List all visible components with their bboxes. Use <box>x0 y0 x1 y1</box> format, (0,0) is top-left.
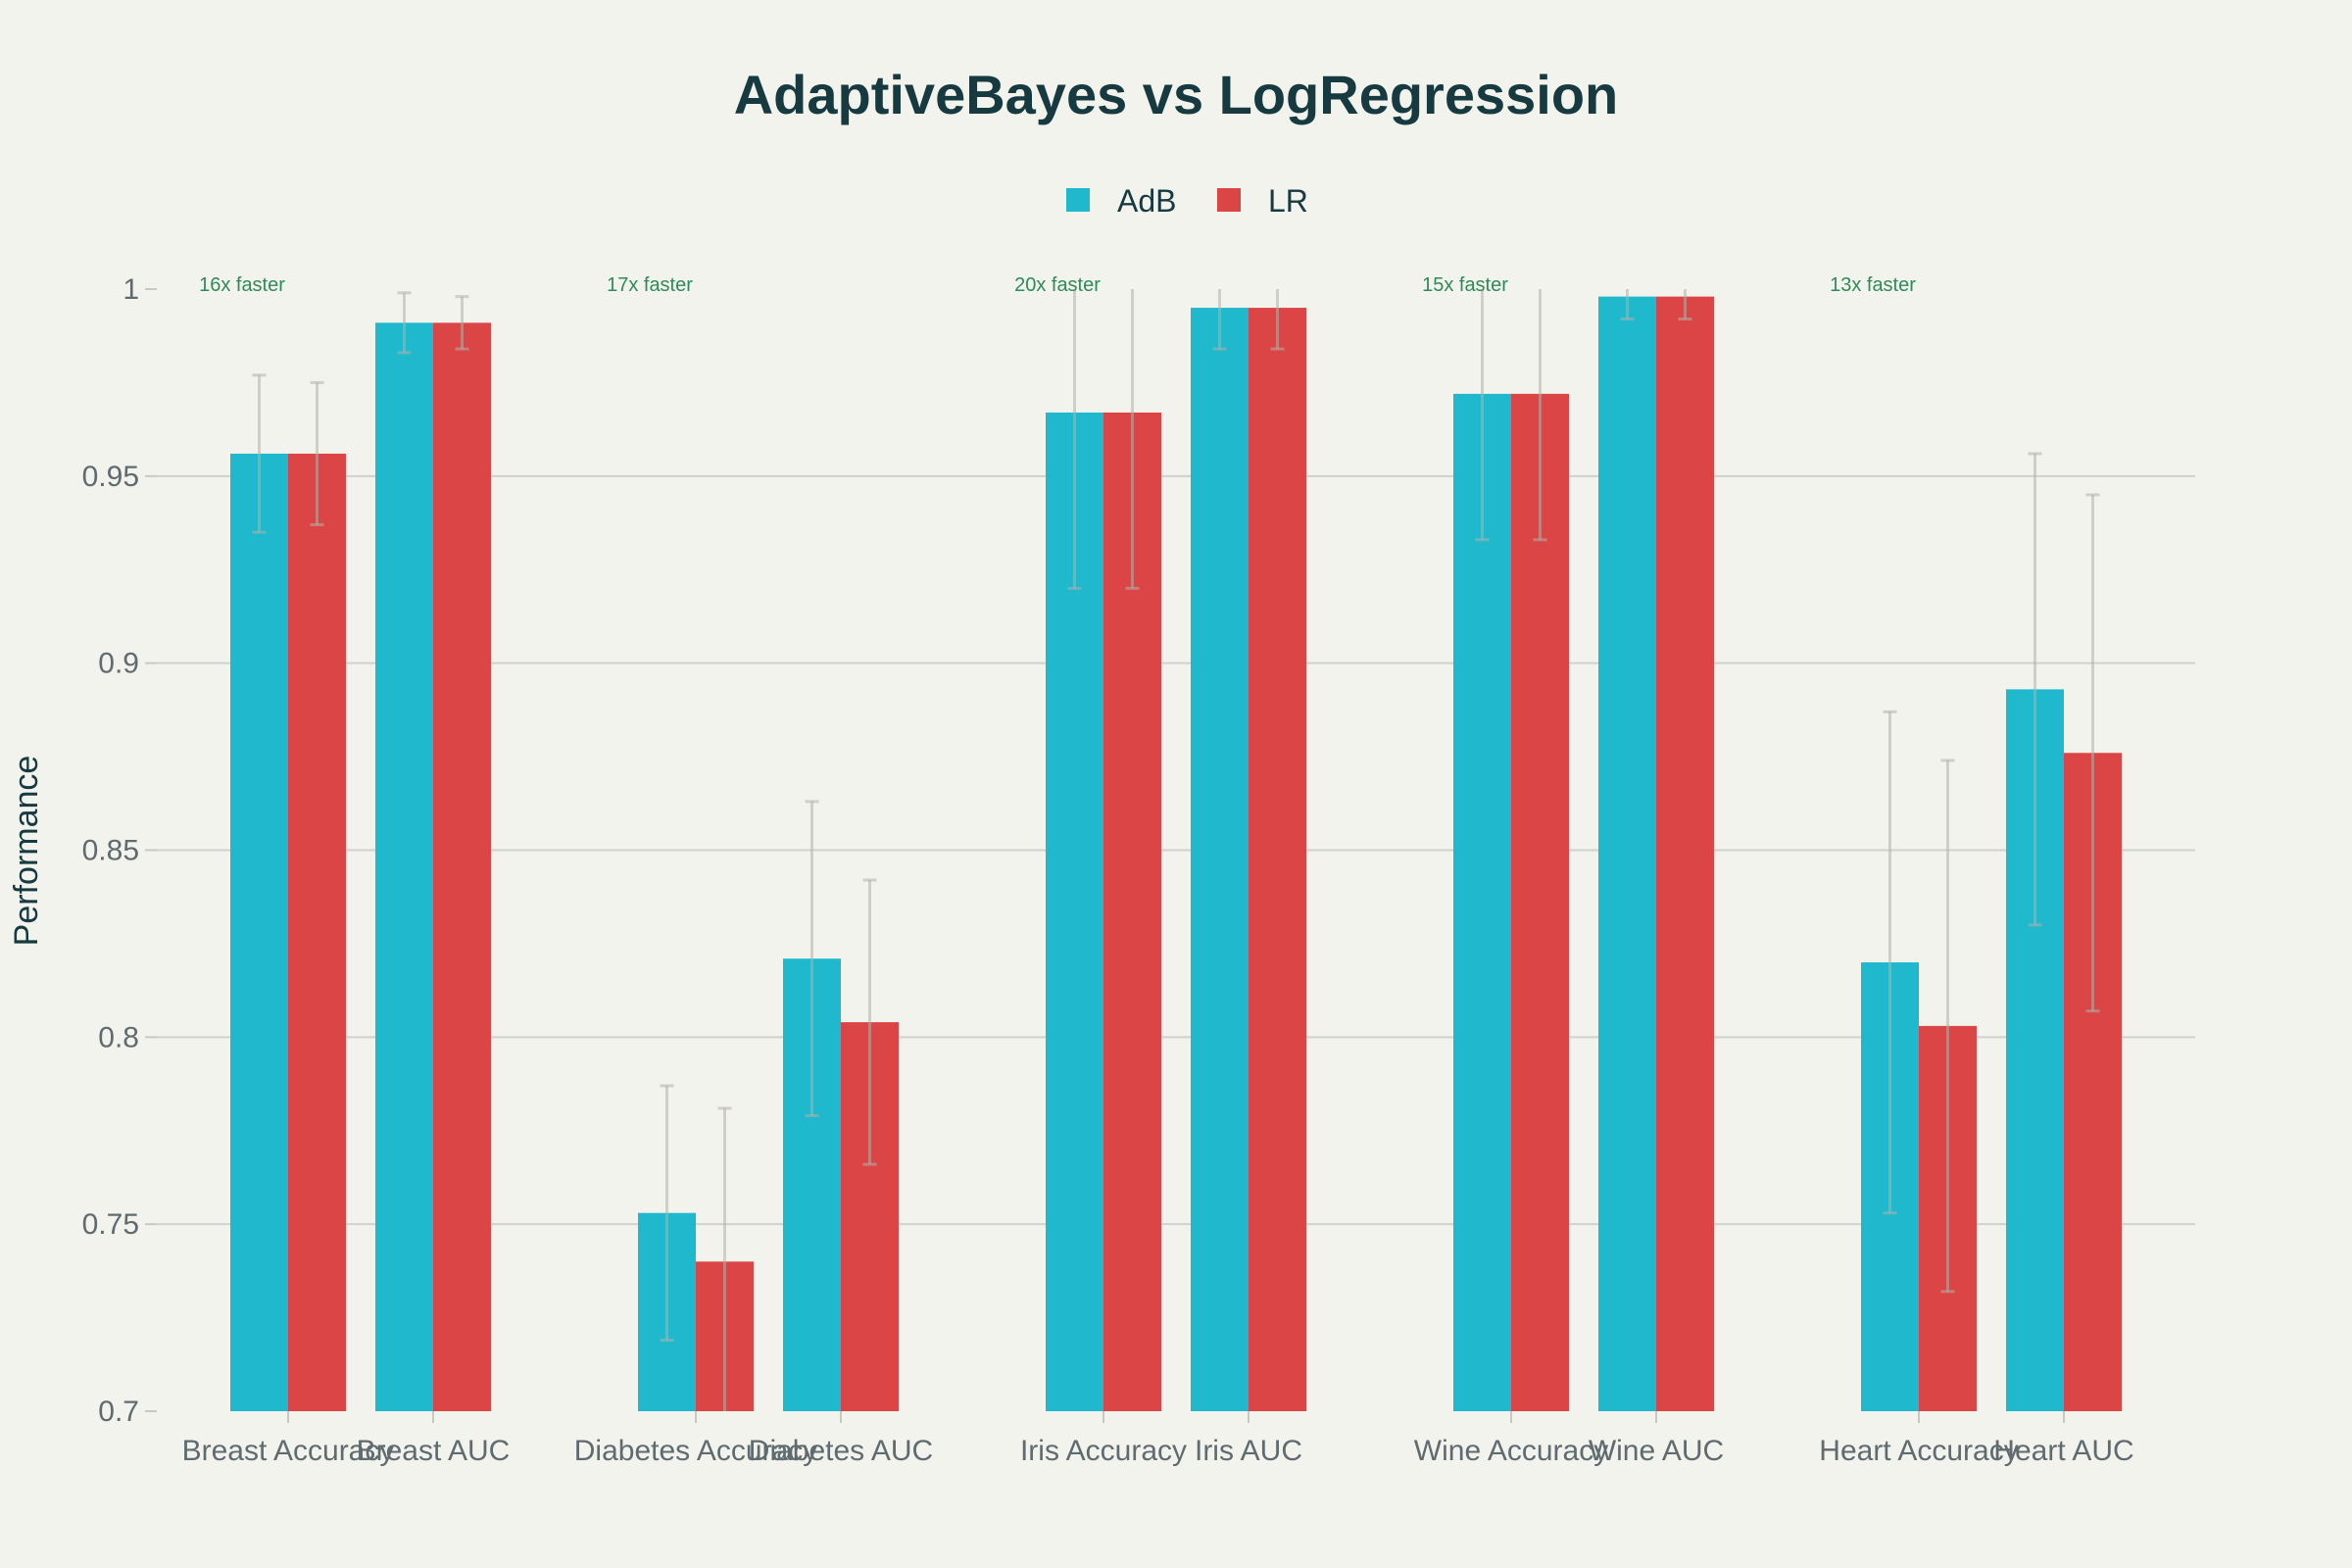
bar-adb-breast-auc <box>375 322 433 1412</box>
y-axis-ticks: 0.7 0.75 0.8 0.85 0.9 0.95 1 <box>82 273 157 1428</box>
bar-adb-iris-auc <box>1191 308 1249 1411</box>
legend-swatch-lr <box>1217 188 1241 212</box>
speedup-annotation: 13x faster <box>1830 274 1916 296</box>
x-tick-label: Diabetes Accuracy <box>574 1435 817 1467</box>
x-tick-label: Iris AUC <box>1195 1435 1302 1467</box>
bar-lr-wine-accuracy <box>1511 393 1569 1411</box>
legend: AdB LR <box>1066 183 1308 219</box>
error-bars <box>252 289 2100 1411</box>
bar-lr-wine-auc <box>1656 296 1714 1412</box>
y-tick-label: 0.85 <box>82 835 139 867</box>
legend-label-adb: AdB <box>1117 183 1176 219</box>
y-axis-title: Performance <box>8 756 45 947</box>
bar-adb-breast-accuracy <box>230 453 288 1411</box>
x-tick-label: Breast AUC <box>357 1435 511 1467</box>
y-tick-label: 0.9 <box>98 648 139 680</box>
y-tick-label: 0.8 <box>98 1021 139 1054</box>
x-tick-label: Heart Accuracy <box>1819 1435 2018 1467</box>
x-tick-label: Diabetes AUC <box>749 1435 933 1467</box>
x-tick-label: Breast Accuracy <box>182 1435 395 1467</box>
annotations: 16x faster 17x faster 20x faster 15x faster… <box>199 274 1916 296</box>
speedup-annotation: 15x faster <box>1422 274 1508 296</box>
bar-adb-wine-auc <box>1598 296 1656 1412</box>
y-tick-label: 0.7 <box>98 1396 139 1428</box>
gridlines <box>157 474 2195 1226</box>
bars <box>230 296 2122 1412</box>
x-tick-label: Wine Accuracy <box>1414 1435 1608 1467</box>
y-tick-label: 1 <box>122 273 139 306</box>
speedup-annotation: 20x faster <box>1014 274 1101 296</box>
y-tick-label: 0.75 <box>82 1208 139 1241</box>
y-tick-label: 0.95 <box>82 461 139 493</box>
x-tick-label: Wine AUC <box>1589 1435 1724 1467</box>
speedup-annotation: 16x faster <box>199 274 285 296</box>
bar-lr-breast-auc <box>433 322 491 1412</box>
legend-swatch-adb <box>1066 188 1090 212</box>
x-tick-label: Iris Accuracy <box>1020 1435 1187 1467</box>
x-tick-label: Heart AUC <box>1993 1435 2133 1467</box>
speedup-annotation: 17x faster <box>607 274 693 296</box>
legend-label-lr: LR <box>1268 183 1308 219</box>
bar-lr-breast-accuracy <box>288 453 346 1411</box>
bar-adb-wine-accuracy <box>1453 393 1511 1411</box>
chart-title: AdaptiveBayes vs LogRegression <box>734 64 1619 125</box>
bar-lr-iris-auc <box>1249 308 1306 1411</box>
